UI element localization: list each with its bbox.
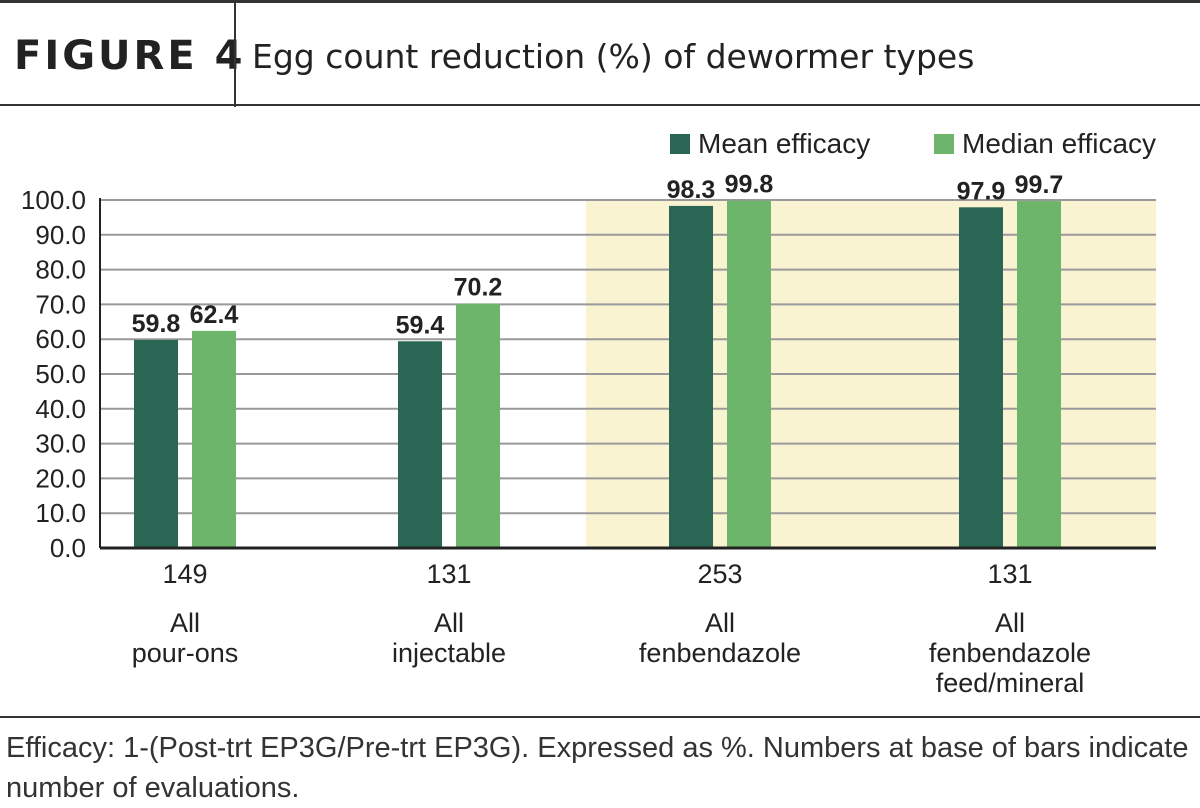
- data-label-median: 99.8: [725, 171, 774, 199]
- legend-swatch-median: [934, 134, 954, 154]
- category-label: fenbendazole: [929, 638, 1091, 668]
- data-label-median: 99.7: [1015, 171, 1064, 199]
- figure-header: FIGURE 4 Egg count reduction (%) of dewo…: [0, 0, 1200, 107]
- y-tick-label: 30.0: [35, 429, 86, 459]
- legend-label-median: Median efficacy: [962, 128, 1157, 159]
- y-tick-label: 80.0: [35, 255, 86, 285]
- figure-title: Egg count reduction (%) of dewormer type…: [252, 37, 975, 76]
- y-tick-label: 10.0: [35, 498, 86, 528]
- y-tick-label: 40.0: [35, 394, 86, 424]
- y-tick-label: 70.0: [35, 289, 86, 319]
- data-label-median: 62.4: [190, 301, 239, 329]
- bar-median: [456, 303, 500, 548]
- bar-chart: 0.0 10.0 20.0 30.0 40.0 50.0 60.0 70.0 80.0 90.0 1…: [21, 171, 1156, 698]
- evaluation-count: 149: [162, 559, 207, 589]
- y-tick-label: 100.0: [21, 185, 86, 215]
- category-label: feed/mineral: [936, 668, 1085, 698]
- bar-mean: [959, 207, 1003, 549]
- y-tick-label: 20.0: [35, 463, 86, 493]
- data-label-median: 70.2: [454, 274, 503, 302]
- data-label-mean: 97.9: [957, 177, 1006, 205]
- bar-mean: [134, 339, 178, 548]
- legend-item-mean: Mean efficacy: [670, 128, 870, 160]
- y-tick-label: 0.0: [50, 533, 86, 563]
- category-label: All: [434, 608, 464, 638]
- evaluation-count: 253: [697, 559, 742, 589]
- data-label-mean: 59.4: [396, 311, 445, 339]
- category-label: All: [995, 608, 1025, 638]
- bar-mean: [398, 341, 442, 548]
- bar-median: [1017, 201, 1061, 548]
- category-label: fenbendazole: [639, 638, 801, 668]
- bar-mean: [669, 205, 713, 548]
- category-label: All: [170, 608, 200, 638]
- category-label: All: [705, 608, 735, 638]
- bar-median: [727, 200, 771, 549]
- evaluation-count: 131: [987, 559, 1032, 589]
- category-label: pour-ons: [132, 638, 239, 668]
- y-tick-label: 90.0: [35, 220, 86, 250]
- data-label-mean: 59.8: [132, 310, 181, 338]
- legend-swatch-mean: [670, 134, 690, 154]
- data-label-mean: 98.3: [667, 176, 716, 204]
- category-label: injectable: [392, 638, 506, 668]
- figure-label: FIGURE 4: [14, 33, 246, 79]
- y-tick-label: 60.0: [35, 324, 86, 354]
- evaluation-count: 131: [426, 559, 471, 589]
- y-tick-label: 50.0: [35, 359, 86, 389]
- caption: Efficacy: 1-(Post-trt EP3G/Pre-trt EP3G)…: [6, 732, 1189, 804]
- footer-divider: [0, 716, 1200, 718]
- legend-item-median: Median efficacy: [934, 128, 1156, 160]
- legend-label-mean: Mean efficacy: [698, 128, 871, 159]
- header-divider: [234, 3, 236, 107]
- bar-median: [192, 330, 236, 548]
